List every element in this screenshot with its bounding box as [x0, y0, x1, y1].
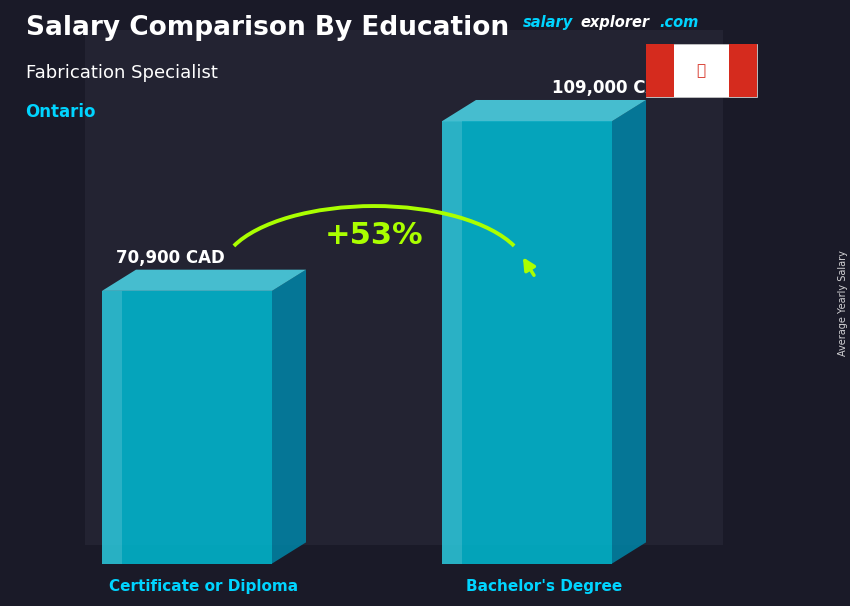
Bar	[102, 291, 272, 564]
Bar	[102, 291, 122, 564]
Polygon shape	[272, 270, 306, 564]
Text: Fabrication Specialist: Fabrication Specialist	[26, 64, 218, 82]
Bar	[85, 30, 722, 545]
Text: Ontario: Ontario	[26, 103, 96, 121]
Bar	[442, 121, 612, 564]
Text: explorer: explorer	[581, 15, 649, 30]
Text: Certificate or Diploma: Certificate or Diploma	[110, 579, 298, 594]
Text: +53%: +53%	[325, 221, 423, 250]
Text: Salary Comparison By Education: Salary Comparison By Education	[26, 15, 508, 41]
Text: Average Yearly Salary: Average Yearly Salary	[838, 250, 848, 356]
Text: 70,900 CAD: 70,900 CAD	[116, 248, 224, 267]
Text: 🍁: 🍁	[697, 63, 706, 78]
Bar	[646, 44, 756, 97]
Bar	[442, 121, 462, 564]
Text: salary: salary	[523, 15, 573, 30]
Polygon shape	[612, 100, 646, 564]
Text: .com: .com	[660, 15, 699, 30]
Polygon shape	[102, 270, 306, 291]
Bar	[646, 44, 673, 97]
Bar	[728, 44, 756, 97]
Polygon shape	[442, 100, 646, 121]
Text: 109,000 CAD: 109,000 CAD	[552, 79, 672, 97]
Text: Bachelor's Degree: Bachelor's Degree	[466, 579, 622, 594]
